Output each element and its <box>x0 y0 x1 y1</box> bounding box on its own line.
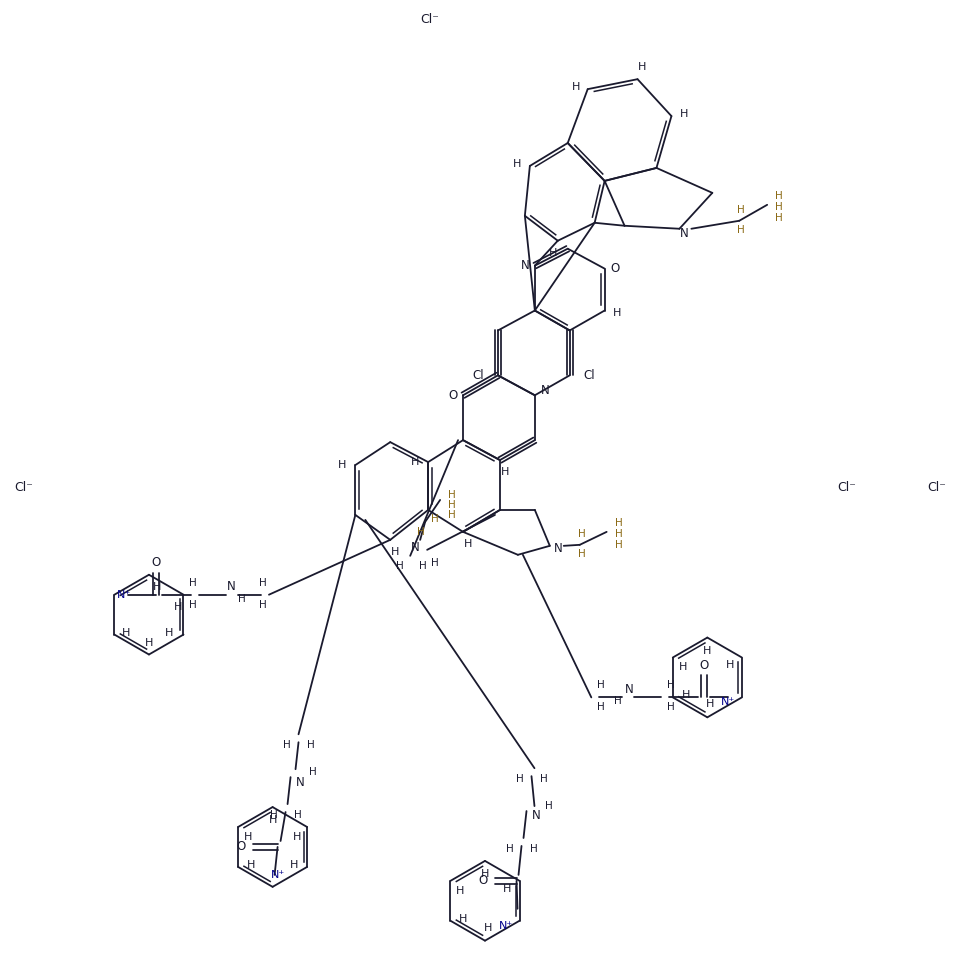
Text: N⁺: N⁺ <box>118 589 131 600</box>
Text: N⁺: N⁺ <box>271 870 285 880</box>
Text: H: H <box>680 109 689 119</box>
Text: H: H <box>391 546 399 557</box>
Text: H: H <box>270 810 278 820</box>
Text: O: O <box>478 875 487 887</box>
Text: H: H <box>578 529 586 539</box>
Text: H: H <box>548 247 557 258</box>
Text: H: H <box>464 539 472 548</box>
Text: H: H <box>597 681 605 691</box>
Text: H: H <box>503 883 512 894</box>
Text: H: H <box>247 860 256 870</box>
Text: H: H <box>501 468 509 477</box>
Text: H: H <box>456 885 464 896</box>
Text: O: O <box>151 556 161 569</box>
Text: H: H <box>293 832 301 842</box>
Text: H: H <box>597 702 605 712</box>
Text: H: H <box>166 627 174 638</box>
Text: H: H <box>238 594 246 604</box>
Text: H: H <box>667 702 675 712</box>
Text: H: H <box>448 510 456 520</box>
Text: H: H <box>308 768 317 777</box>
Text: N: N <box>553 543 562 555</box>
Text: H: H <box>612 308 621 318</box>
Text: H: H <box>703 646 711 656</box>
Text: H: H <box>306 740 314 750</box>
Text: H: H <box>480 869 489 879</box>
Text: N: N <box>532 808 541 821</box>
Text: H: H <box>529 843 538 854</box>
Text: H: H <box>268 815 277 825</box>
Text: H: H <box>667 681 675 691</box>
Text: O: O <box>610 262 619 275</box>
Text: N: N <box>227 581 235 593</box>
Text: H: H <box>338 460 346 470</box>
Text: H: H <box>545 801 552 811</box>
Text: H: H <box>145 638 153 648</box>
Text: H: H <box>614 518 622 528</box>
Text: H: H <box>775 202 783 211</box>
Text: H: H <box>775 191 783 201</box>
Text: N: N <box>411 542 419 554</box>
Text: H: H <box>614 696 622 706</box>
Text: H: H <box>419 561 427 571</box>
Text: H: H <box>614 529 622 539</box>
Text: H: H <box>484 922 492 933</box>
Text: N: N <box>541 384 549 396</box>
Text: H: H <box>505 843 513 854</box>
Text: H: H <box>282 740 290 750</box>
Text: H: H <box>432 514 439 524</box>
Text: H: H <box>448 500 456 510</box>
Text: O: O <box>700 659 708 672</box>
Text: N: N <box>625 683 634 695</box>
Text: H: H <box>571 82 580 93</box>
Text: H: H <box>775 212 783 223</box>
Text: N: N <box>680 227 689 241</box>
Text: Cl⁻: Cl⁻ <box>421 13 439 26</box>
Text: Cl: Cl <box>584 369 595 382</box>
Text: H: H <box>189 600 197 610</box>
Text: H: H <box>290 860 299 870</box>
Text: H: H <box>737 225 746 235</box>
Text: H: H <box>513 159 521 169</box>
Text: H: H <box>706 699 715 709</box>
Text: H: H <box>411 457 419 468</box>
Text: H: H <box>259 600 267 610</box>
Text: H: H <box>725 660 734 670</box>
Text: H: H <box>432 558 439 568</box>
Text: H: H <box>737 205 746 215</box>
Text: H: H <box>614 540 622 550</box>
Text: H: H <box>259 578 267 587</box>
Text: O: O <box>236 841 245 853</box>
Text: H: H <box>294 810 301 820</box>
Text: H: H <box>459 914 468 923</box>
Text: H: H <box>417 527 425 537</box>
Text: N: N <box>521 259 529 272</box>
Text: N⁺: N⁺ <box>499 920 513 931</box>
Text: H: H <box>244 832 253 842</box>
Text: N: N <box>296 775 305 789</box>
Text: H: H <box>540 774 547 784</box>
Text: H: H <box>396 561 404 571</box>
Text: H: H <box>174 602 183 612</box>
Text: H: H <box>448 490 456 500</box>
Text: Cl: Cl <box>472 369 484 382</box>
Text: H: H <box>516 774 523 784</box>
Text: O: O <box>449 389 457 401</box>
Text: Cl⁻: Cl⁻ <box>927 481 946 495</box>
Text: H: H <box>122 627 130 638</box>
Text: Cl⁻: Cl⁻ <box>14 481 33 495</box>
Text: H: H <box>679 662 687 672</box>
Text: H: H <box>638 62 647 72</box>
Text: H: H <box>189 578 197 587</box>
Text: Cl⁻: Cl⁻ <box>837 481 857 495</box>
Text: H: H <box>153 581 161 592</box>
Text: H: H <box>681 691 690 700</box>
Text: N⁺: N⁺ <box>721 697 735 707</box>
Text: H: H <box>578 548 586 559</box>
